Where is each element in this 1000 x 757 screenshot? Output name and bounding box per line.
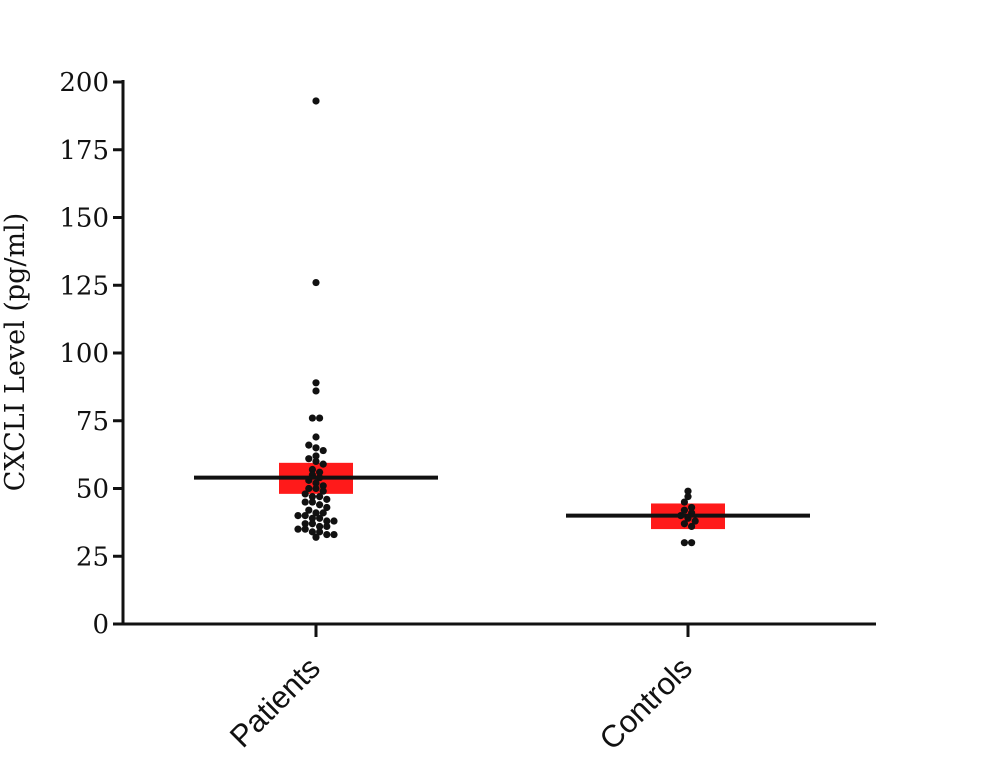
data-point <box>308 465 316 474</box>
data-point <box>688 522 696 531</box>
data-point <box>323 522 331 531</box>
data-point <box>301 498 309 506</box>
data-point <box>312 379 320 387</box>
data-point <box>680 506 689 514</box>
data-point <box>305 441 313 449</box>
y-tick-label: 200 <box>59 68 109 98</box>
data-point <box>316 522 324 531</box>
data-point <box>312 444 320 452</box>
data-point <box>319 460 327 468</box>
data-point <box>312 479 320 487</box>
plot-area <box>194 97 810 547</box>
data-point <box>330 517 338 525</box>
data-point <box>319 446 327 455</box>
data-point <box>680 498 689 506</box>
data-point <box>316 514 324 522</box>
data-point <box>684 493 692 501</box>
y-axis-title: CXCLI Level (pg/ml) <box>0 213 31 492</box>
data-point <box>312 452 320 460</box>
y-tick-label: 25 <box>76 542 109 572</box>
data-point <box>688 539 696 547</box>
x-axis: Patients Controls <box>122 622 876 757</box>
y-axis: 0 25 50 75 100 125 150 175 200 <box>59 68 125 640</box>
data-point <box>305 455 313 463</box>
data-point <box>319 482 327 490</box>
x-category-label: Controls <box>593 650 699 756</box>
y-tick-label: 100 <box>59 339 109 369</box>
data-point <box>312 533 320 541</box>
data-point <box>312 433 320 441</box>
data-point <box>312 97 320 105</box>
data-point <box>316 468 324 476</box>
data-point <box>294 525 302 533</box>
data-point <box>316 528 324 536</box>
data-point <box>312 278 320 287</box>
data-point <box>301 490 309 498</box>
data-point <box>323 517 331 525</box>
data-point <box>688 503 696 512</box>
data-point <box>305 506 313 514</box>
data-point <box>305 484 313 493</box>
data-point <box>316 414 324 422</box>
data-point <box>323 530 331 539</box>
data-point <box>312 509 320 517</box>
data-point <box>308 528 316 536</box>
data-point <box>308 493 316 501</box>
y-tick-label: 150 <box>59 204 109 234</box>
y-tick-label: 50 <box>76 475 109 505</box>
data-point <box>301 511 309 520</box>
y-tick-label: 75 <box>76 407 109 437</box>
data-point <box>301 525 309 533</box>
data-point <box>308 498 316 506</box>
data-point <box>301 520 309 528</box>
y-tick-label: 175 <box>59 136 109 166</box>
data-point <box>312 387 320 395</box>
data-point <box>684 487 692 495</box>
data-point <box>319 487 327 495</box>
data-point <box>312 457 320 465</box>
data-point <box>308 514 316 522</box>
data-point <box>319 509 327 517</box>
data-point <box>691 517 699 525</box>
y-tick-label: 0 <box>92 610 109 640</box>
data-point <box>294 511 302 520</box>
data-point <box>316 493 324 501</box>
data-point <box>308 520 316 528</box>
data-point <box>330 530 338 539</box>
data-point <box>680 539 689 547</box>
data-point <box>323 503 331 512</box>
data-point <box>323 495 331 503</box>
data-point <box>680 520 689 528</box>
y-tick-label: 125 <box>59 271 109 301</box>
data-point <box>316 501 324 509</box>
data-point <box>308 414 316 422</box>
x-category-label: Patients <box>223 650 327 754</box>
data-point <box>312 484 320 493</box>
